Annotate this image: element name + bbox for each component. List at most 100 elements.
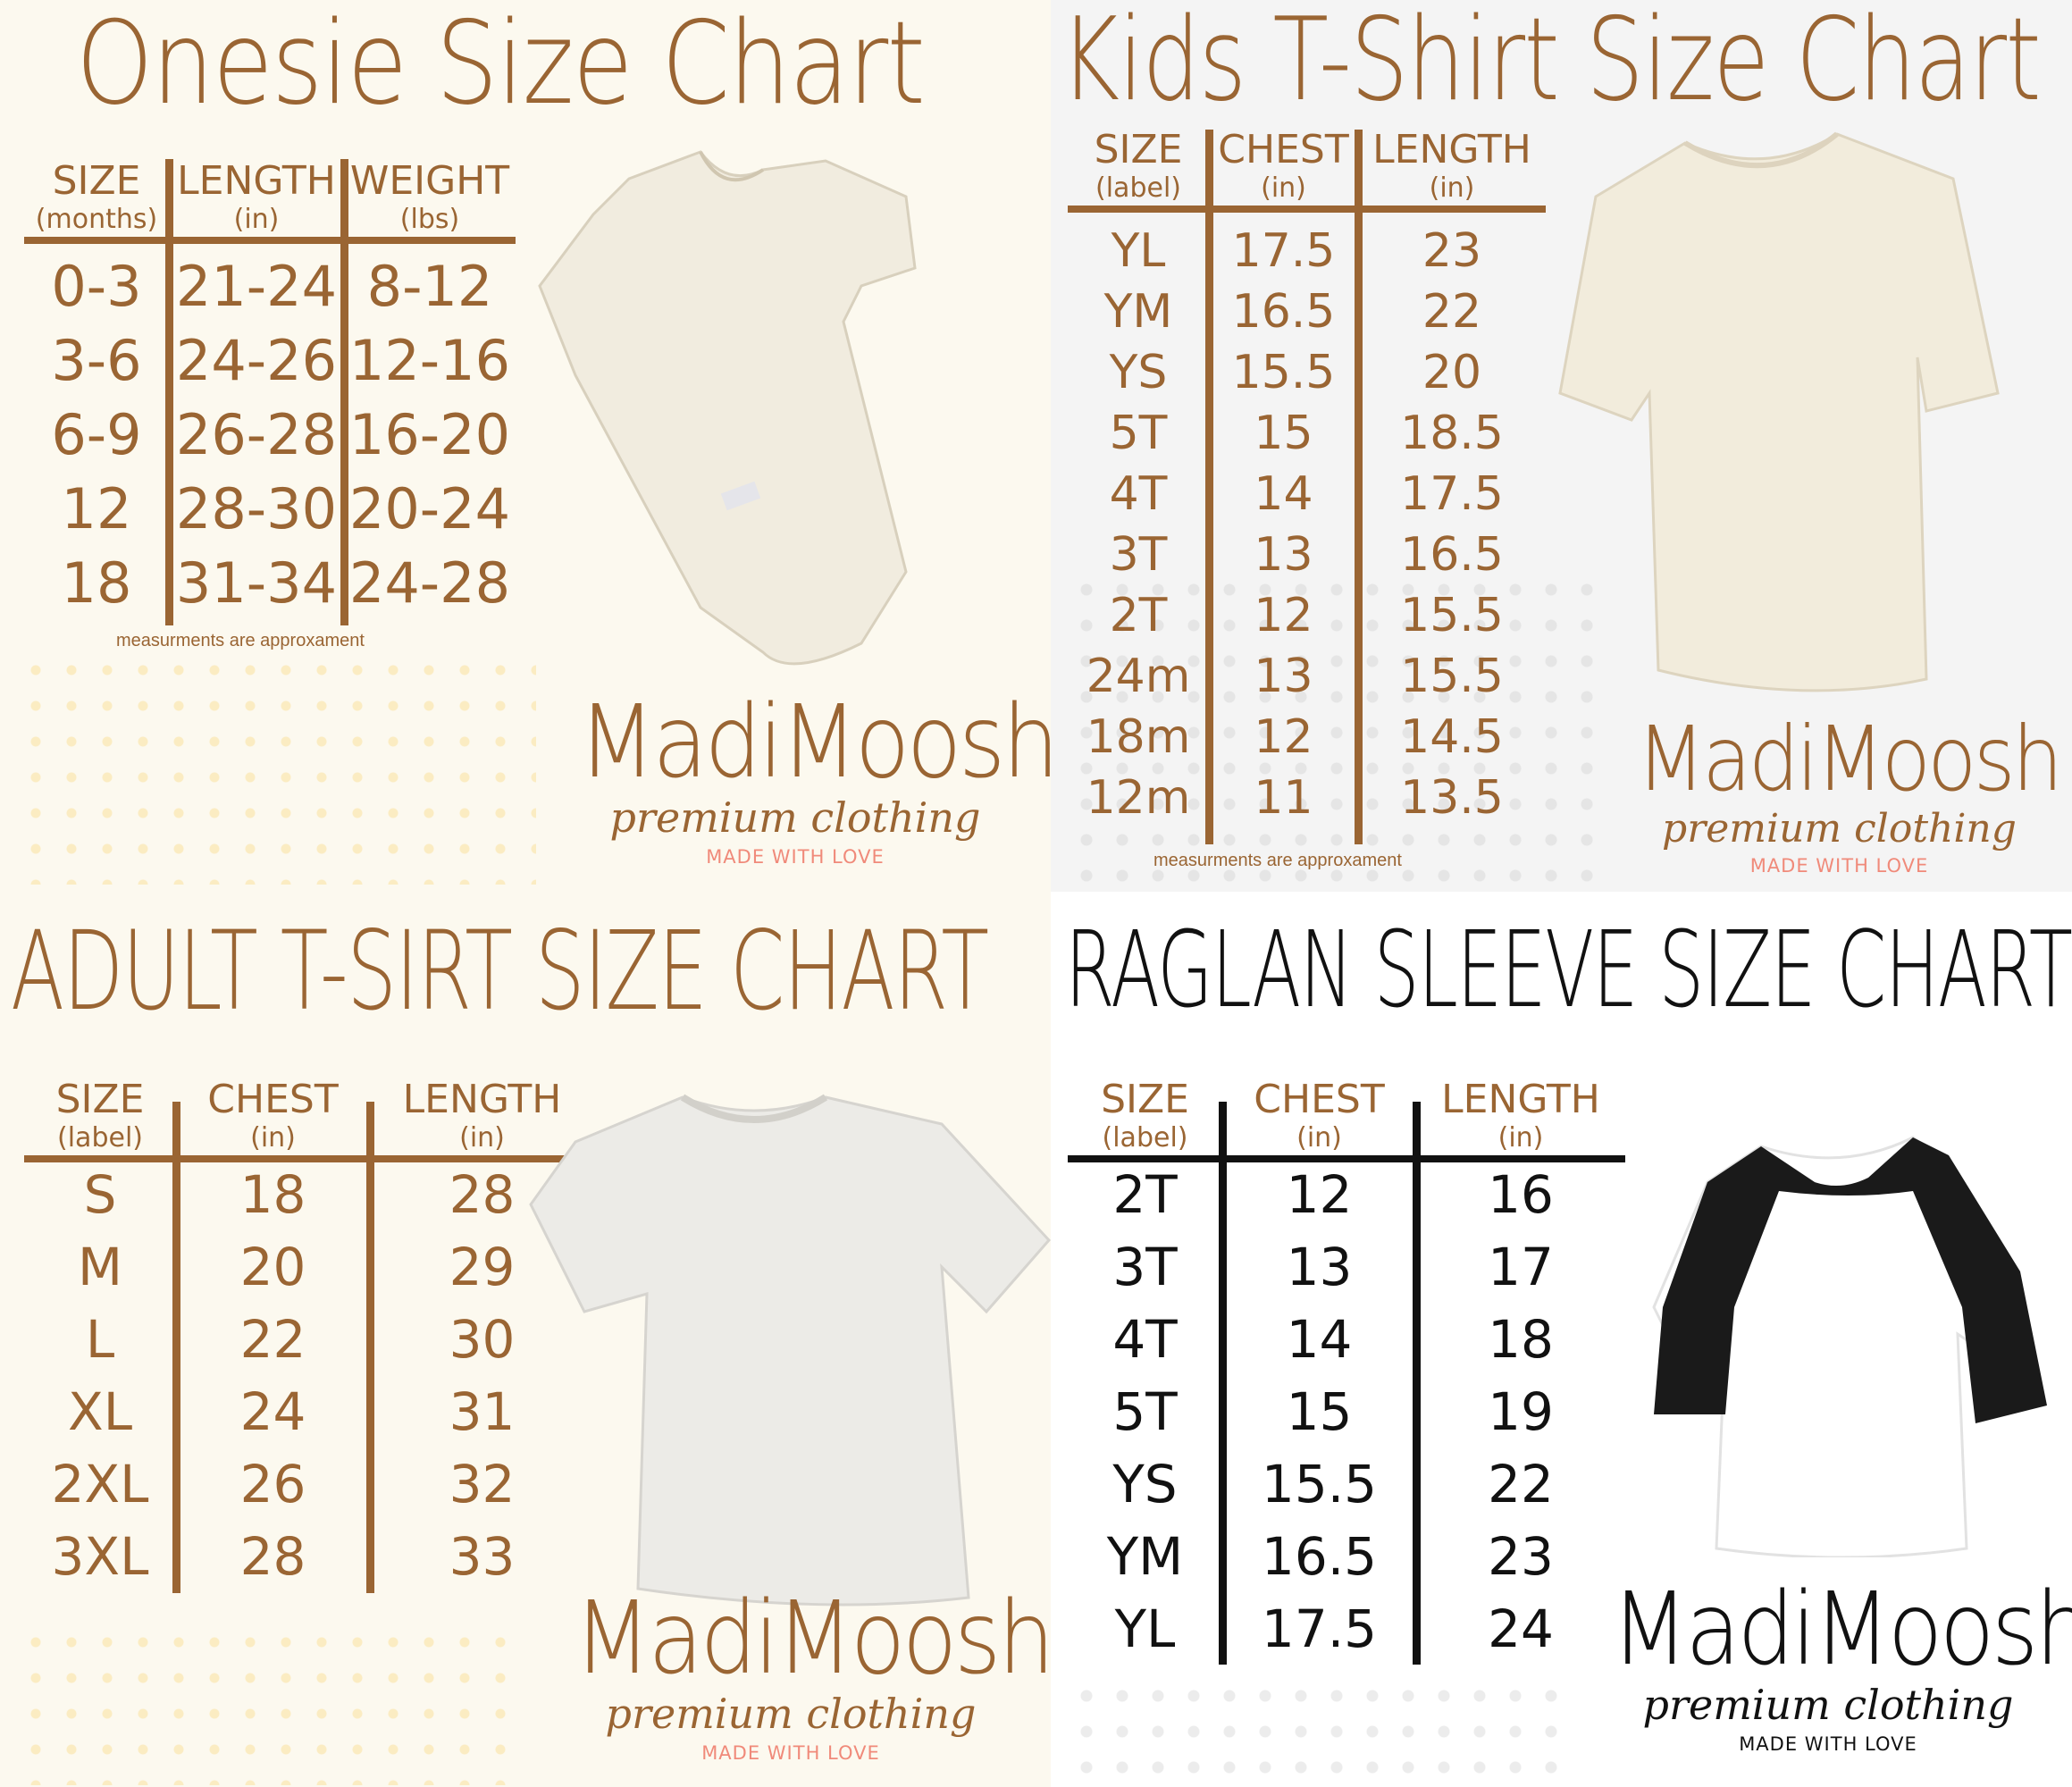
size-cell: 3T: [1112, 1237, 1178, 1297]
measurement-cell: 17.5: [1231, 224, 1336, 278]
size-cell: S: [83, 1164, 117, 1225]
halftone-decoration: [18, 652, 536, 885]
size-cell: 5T: [1112, 1381, 1178, 1442]
onesie-size-chart-panel: Onesie Size Chart SIZE (months) LENGTH (in)…: [0, 0, 1051, 892]
size-cell: 4T: [1109, 467, 1168, 521]
column-label: LENGTH: [1441, 1077, 1600, 1122]
header-divider: [1068, 1155, 1625, 1162]
measurement-cell: 12: [1254, 589, 1313, 642]
measurement-cell: 22: [1488, 1454, 1554, 1514]
measurement-cell: 31: [449, 1381, 516, 1442]
measurement-cell: 16.5: [1231, 285, 1336, 339]
size-cell: YL: [1114, 1598, 1176, 1659]
onesie-measurement-note: measurments are approxament: [116, 631, 365, 650]
column-label: SIZE: [52, 158, 141, 204]
column-label: CHEST: [207, 1077, 339, 1122]
measurement-cell: 30: [449, 1309, 516, 1370]
measurement-cell: 15.5: [1261, 1454, 1378, 1514]
measurement-cell: 14: [1286, 1309, 1353, 1370]
column-header: LENGTH (in): [1358, 127, 1546, 204]
measurement-cell: 19: [1488, 1381, 1554, 1442]
halftone-decoration: [1069, 572, 1605, 885]
column-unit: (label): [57, 1121, 143, 1154]
header-divider: [1068, 206, 1546, 213]
column-label: CHEST: [1218, 127, 1349, 172]
measurement-cell: 18.5: [1400, 407, 1504, 460]
measurement-cell: 16.5: [1400, 528, 1504, 582]
measurement-cell: 12-16: [348, 328, 511, 393]
measurement-cell: 15.5: [1400, 589, 1504, 642]
column-header: LENGTH (in): [1416, 1077, 1625, 1154]
measurement-cell: 13.5: [1400, 771, 1504, 825]
brand-tagline: premium clothing: [1662, 806, 2017, 852]
size-cell: 6-9: [51, 402, 142, 467]
measurement-cell: 16.5: [1261, 1526, 1378, 1587]
column-divider: [1355, 130, 1363, 844]
column-divider: [366, 1102, 374, 1593]
raglan-title: RAGLAN SLEEVE SIZE CHART: [1065, 908, 2072, 1031]
size-cell: 18m: [1086, 710, 1191, 764]
column-divider: [1219, 1102, 1227, 1665]
brand-logo: MadiMoosh premium clothing MADE WITH LOV…: [554, 692, 1051, 868]
column-header: SIZE (label): [24, 1077, 176, 1154]
measurement-cell: 32: [449, 1454, 516, 1514]
measurement-cell: 15.5: [1231, 346, 1336, 399]
brand-name: MadiMoosh: [1636, 707, 2063, 811]
measurement-cell: 28: [239, 1526, 306, 1587]
measurement-cell: 11: [1254, 771, 1313, 825]
column-unit: (in): [250, 1121, 296, 1154]
column-header: CHEST (in): [1222, 1077, 1416, 1154]
size-cell: M: [77, 1237, 123, 1297]
column-divider: [340, 159, 348, 625]
brand-logo: MadiMoosh premium clothing MADE WITH LOV…: [1587, 1580, 2072, 1756]
adult-tshirt-image: [529, 1094, 1051, 1607]
adult-tshirt-size-chart-panel: ADULT T-SIRT SIZE CHART SIZE (label) CHEST…: [0, 892, 1051, 1787]
column-label: CHEST: [1254, 1077, 1385, 1122]
column-label: SIZE: [1101, 1077, 1189, 1122]
column-divider: [1413, 1102, 1421, 1665]
column-unit: (in): [1296, 1121, 1342, 1154]
column-unit: (in): [1261, 172, 1306, 204]
brand-slogan: MADE WITH LOVE: [1749, 855, 1929, 877]
measurement-cell: 33: [449, 1526, 516, 1587]
column-label: SIZE: [55, 1077, 145, 1122]
column-label: LENGTH: [402, 1077, 562, 1122]
column-header: SIZE (label): [1068, 1077, 1222, 1154]
kids-tshirt-size-chart-panel: Kids T-Shirt Size Chart SIZE (label) CHEST…: [1051, 0, 2072, 892]
column-header: SIZE (label): [1068, 127, 1209, 204]
measurement-cell: 17.5: [1400, 467, 1504, 521]
measurement-cell: 24: [239, 1381, 306, 1442]
raglan-size-chart-panel: RAGLAN SLEEVE SIZE CHART SIZE (label) CHES…: [1051, 892, 2072, 1787]
header-divider: [24, 1155, 594, 1162]
column-label: LENGTH: [1372, 127, 1531, 172]
halftone-decoration: [1069, 1678, 1569, 1785]
measurement-cell: 13: [1254, 650, 1313, 703]
size-cell: YS: [1112, 1454, 1178, 1514]
size-cell: 0-3: [51, 254, 142, 319]
column-divider: [165, 159, 173, 625]
measurement-cell: 21-24: [175, 254, 338, 319]
adult-title: ADULT T-SIRT SIZE CHART: [11, 908, 989, 1035]
measurement-cell: 18: [239, 1164, 306, 1225]
size-cell: 12: [61, 476, 132, 541]
size-cell: YM: [1106, 1526, 1184, 1587]
measurement-cell: 12: [1254, 710, 1313, 764]
measurement-cell: 17: [1488, 1237, 1554, 1297]
measurement-cell: 20: [1422, 346, 1482, 399]
column-header: CHEST (in): [176, 1077, 370, 1154]
column-header: WEIGHT (lbs): [344, 158, 516, 235]
measurement-cell: 14: [1254, 467, 1313, 521]
header-divider: [24, 237, 516, 244]
column-unit: (in): [1497, 1121, 1544, 1154]
column-header: LENGTH (in): [169, 158, 344, 235]
measurement-cell: 16-20: [348, 402, 511, 467]
measurement-cell: 18: [1488, 1309, 1554, 1370]
brand-tagline: premium clothing: [1642, 1681, 2014, 1729]
brand-tagline: premium clothing: [605, 1690, 977, 1738]
size-cell: YM: [1103, 285, 1173, 339]
kids-tshirt-image: [1558, 131, 2000, 692]
measurement-cell: 24-28: [348, 550, 511, 616]
kids-measurement-note: measurments are approxament: [1153, 851, 1402, 870]
size-cell: 5T: [1109, 407, 1168, 460]
column-unit: (in): [233, 203, 280, 235]
